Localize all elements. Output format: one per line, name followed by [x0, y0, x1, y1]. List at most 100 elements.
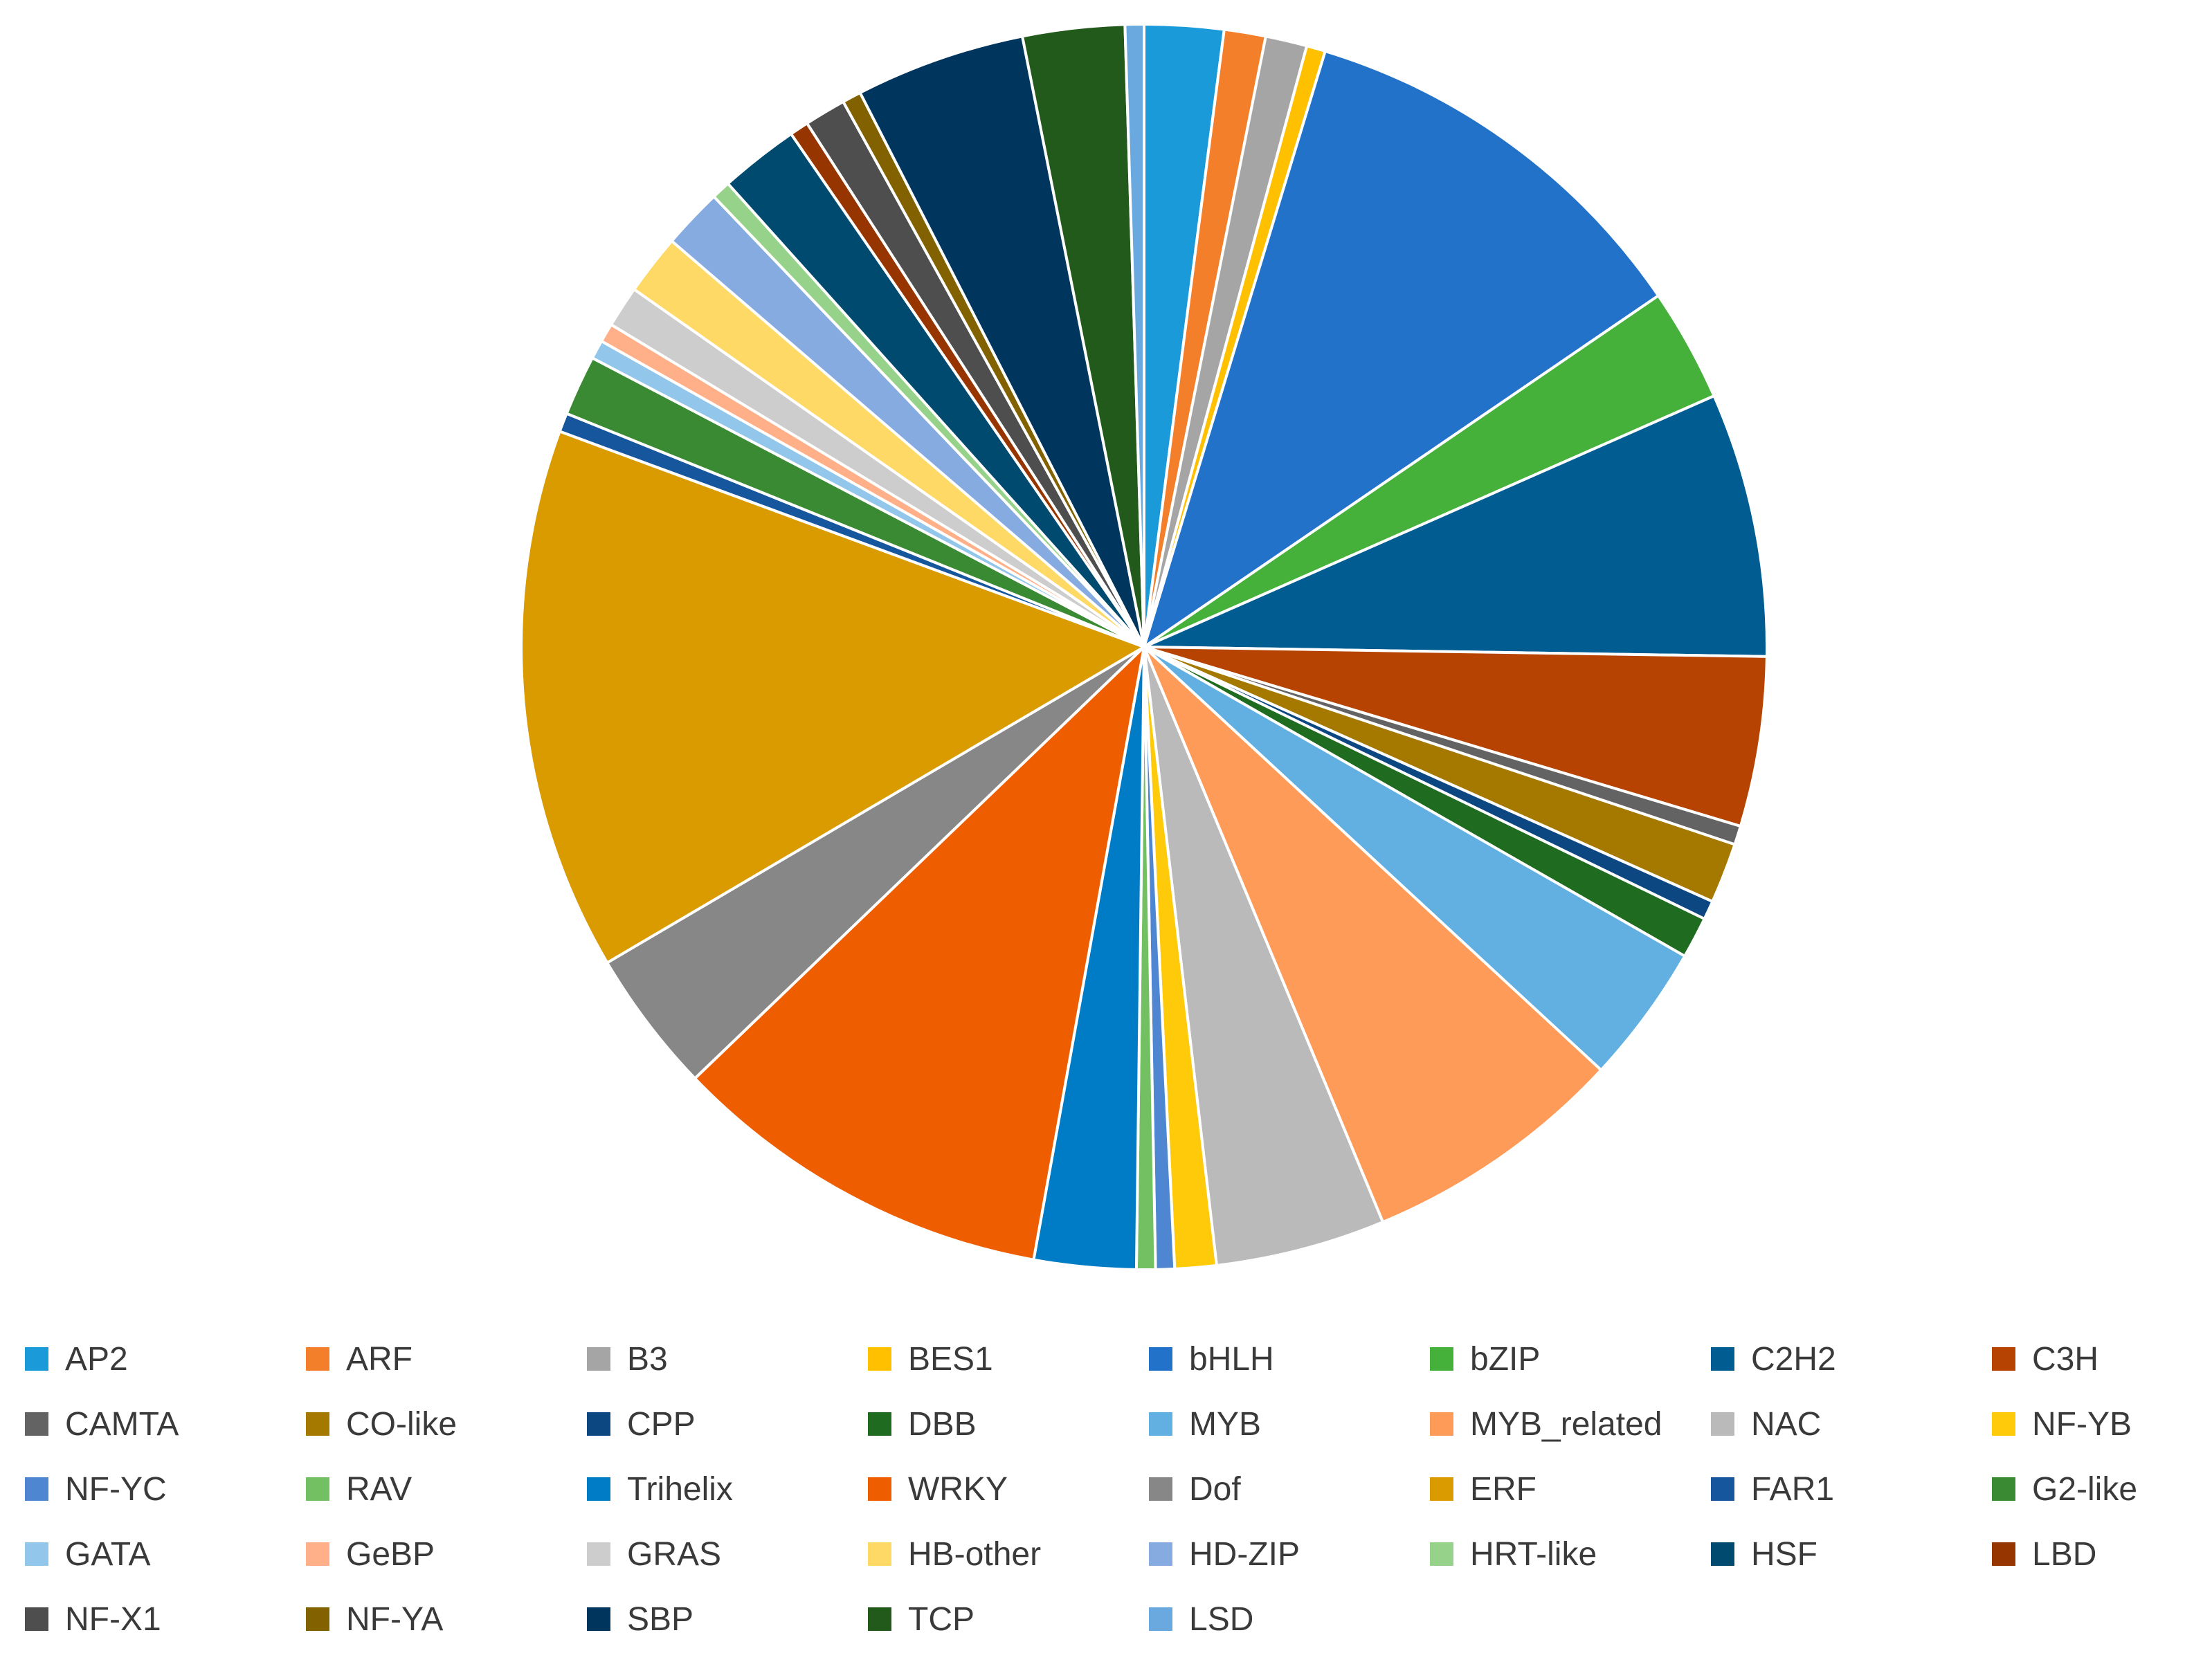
- legend-label: LSD: [1189, 1600, 1254, 1638]
- legend-label: HSF: [1751, 1535, 1817, 1573]
- legend-swatch: [25, 1477, 48, 1501]
- legend-label: NAC: [1751, 1405, 1822, 1443]
- pie-slice-bhlh: [1143, 49, 1660, 648]
- legend-item: GATA: [25, 1535, 306, 1573]
- legend-item: HSF: [1711, 1535, 1992, 1573]
- legend-label: HRT-like: [1470, 1535, 1597, 1573]
- legend-swatch: [1711, 1412, 1734, 1436]
- legend-item: HB-other: [868, 1535, 1149, 1573]
- legend-item: LSD: [1149, 1600, 1430, 1638]
- legend-label: ERF: [1470, 1470, 1536, 1508]
- legend-swatch: [868, 1347, 891, 1371]
- legend-swatch: [25, 1542, 48, 1566]
- legend-item: MYB: [1149, 1405, 1430, 1443]
- legend-swatch: [1149, 1477, 1172, 1501]
- legend-swatch: [868, 1542, 891, 1566]
- legend-label: bZIP: [1470, 1340, 1541, 1378]
- legend-label: MYB_related: [1470, 1405, 1662, 1443]
- legend-swatch: [587, 1477, 610, 1501]
- legend-label: HD-ZIP: [1189, 1535, 1300, 1573]
- legend-label: C3H: [2032, 1340, 2099, 1378]
- legend-swatch: [1149, 1542, 1172, 1566]
- legend-swatch: [587, 1347, 610, 1371]
- legend-item: LBD: [1992, 1536, 2194, 1573]
- legend-swatch: [587, 1542, 610, 1566]
- legend-swatch: [306, 1542, 329, 1566]
- legend-label: HB-other: [908, 1535, 1042, 1573]
- pie-slice-wrky: [693, 646, 1145, 1261]
- pie-slice-c3h: [1143, 646, 1768, 828]
- legend-swatch: [306, 1607, 329, 1631]
- legend-label: B3: [627, 1340, 668, 1378]
- legend-item: NF-YA: [306, 1600, 587, 1638]
- legend-item: Trihelix: [587, 1471, 868, 1508]
- legend-label: ARF: [346, 1340, 412, 1378]
- legend-label: AP2: [65, 1340, 128, 1378]
- legend-swatch: [1430, 1542, 1453, 1566]
- legend-label: SBP: [627, 1600, 694, 1638]
- legend-item: HD-ZIP: [1149, 1535, 1430, 1573]
- legend-label: WRKY: [908, 1470, 1008, 1508]
- legend-swatch: [1711, 1347, 1734, 1371]
- legend-swatch: [306, 1347, 329, 1371]
- legend-label: MYB: [1189, 1405, 1262, 1443]
- legend-item: ERF: [1430, 1470, 1711, 1508]
- legend-swatch: [306, 1477, 329, 1501]
- legend-swatch: [587, 1412, 610, 1436]
- legend-item: AP2: [25, 1340, 306, 1378]
- legend-label: CAMTA: [65, 1405, 179, 1443]
- pie-slice-dof: [606, 646, 1145, 1080]
- legend-item: DBB: [868, 1405, 1149, 1443]
- legend-label: G2-like: [2032, 1470, 2138, 1508]
- legend-item: WRKY: [868, 1470, 1149, 1508]
- legend-label: GATA: [65, 1535, 151, 1573]
- legend-swatch: [1992, 1542, 2015, 1566]
- legend-item: bHLH: [1149, 1340, 1430, 1378]
- pie-slice-myb-related: [1143, 646, 1603, 1224]
- chart-legend: AP2 ARF B3 BES1 bHLH bZIP C2H2 C3H CAMTA CO-like C…: [25, 1340, 2184, 1638]
- legend-label: GeBP: [346, 1535, 435, 1573]
- legend-item: CPP: [587, 1405, 868, 1443]
- legend-item: SBP: [587, 1600, 868, 1638]
- legend-swatch: [25, 1347, 48, 1371]
- pie-slice-sbp: [858, 35, 1145, 648]
- legend-item: TCP: [868, 1601, 1149, 1638]
- legend-label: CPP: [627, 1405, 696, 1443]
- legend-swatch: [1430, 1477, 1453, 1501]
- legend-swatch: [1711, 1542, 1734, 1566]
- pie-slices: [520, 23, 1768, 1271]
- legend-label: bHLH: [1189, 1340, 1274, 1378]
- legend-item: GRAS: [587, 1536, 868, 1573]
- legend-swatch: [868, 1607, 891, 1631]
- legend-label: DBB: [908, 1405, 977, 1443]
- legend-item: BES1: [868, 1340, 1149, 1378]
- legend-item: Dof: [1149, 1470, 1430, 1508]
- legend-item: bZIP: [1430, 1340, 1711, 1378]
- legend-label: C2H2: [1751, 1340, 1836, 1378]
- legend-item: G2-like: [1992, 1470, 2194, 1508]
- legend-item: RAV: [306, 1470, 587, 1508]
- pie-slice-lsd: [1123, 23, 1145, 648]
- legend-item: CO-like: [306, 1405, 587, 1443]
- legend-label: NF-X1: [65, 1600, 161, 1638]
- legend-label: RAV: [346, 1470, 412, 1508]
- legend-item: C2H2: [1711, 1340, 1992, 1378]
- legend-label: NF-YA: [346, 1600, 444, 1638]
- legend-label: Dof: [1189, 1470, 1241, 1508]
- legend-item: HRT-like: [1430, 1535, 1711, 1573]
- legend-swatch: [1711, 1477, 1734, 1501]
- legend-swatch: [1992, 1477, 2015, 1501]
- legend-swatch: [1149, 1347, 1172, 1371]
- legend-item: NF-YB: [1992, 1405, 2194, 1443]
- legend-item: FAR1: [1711, 1470, 1992, 1508]
- legend-label: BES1: [908, 1340, 993, 1378]
- legend-label: FAR1: [1751, 1470, 1835, 1508]
- legend-swatch: [25, 1607, 48, 1631]
- legend-label: NF-YB: [2032, 1405, 2132, 1443]
- legend-item: NF-YC: [25, 1471, 306, 1508]
- legend-swatch: [1430, 1412, 1453, 1436]
- legend-label: CO-like: [346, 1405, 457, 1443]
- legend-swatch: [306, 1412, 329, 1436]
- legend-item: CAMTA: [25, 1405, 306, 1443]
